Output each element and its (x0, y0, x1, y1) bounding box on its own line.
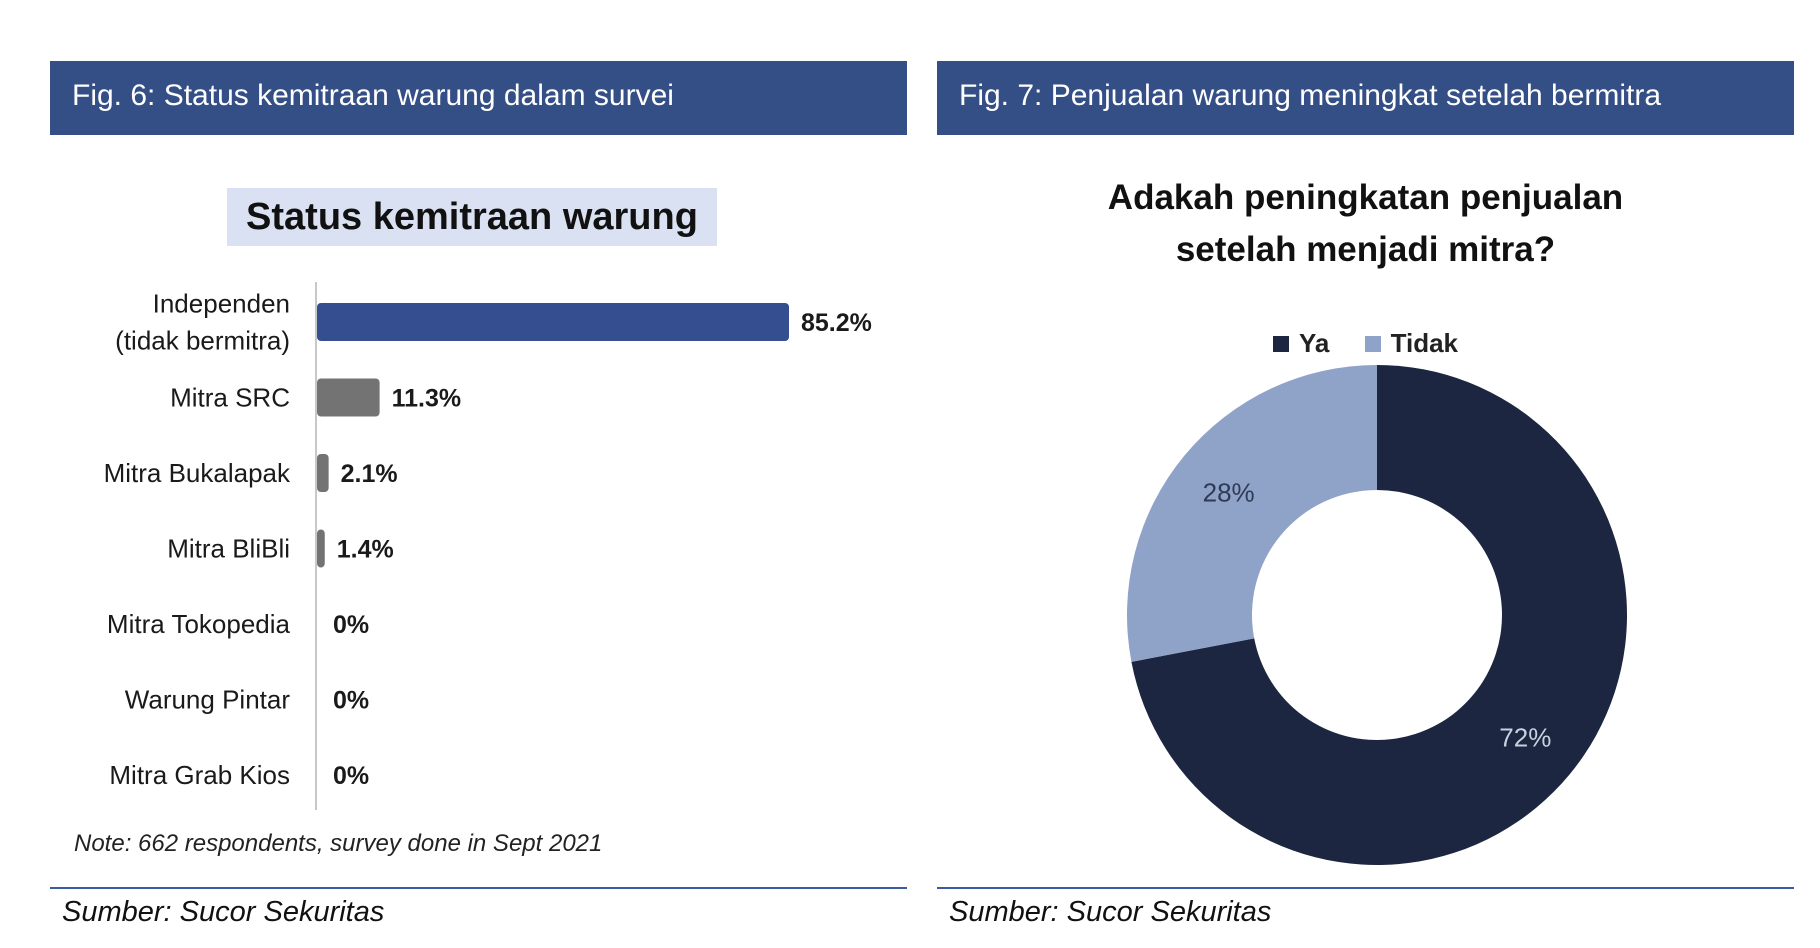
bar (317, 378, 380, 417)
bar-chart-svg: Independen (tidak bermitra) 85.2% Mitra SRC… (104, 282, 872, 810)
data-label: 85.2% (801, 309, 872, 337)
donut-data-label: 28% (1203, 477, 1255, 507)
legend-item-tidak: Tidak (1364, 328, 1459, 359)
category-label: Mitra BliBli (167, 534, 290, 564)
category-label: Warung Pintar (125, 685, 291, 715)
legend-label-tidak: Tidak (1390, 328, 1459, 358)
bar (317, 454, 329, 492)
donut-chart-title: Adakah peningkatan penjualan setelah men… (937, 172, 1794, 276)
donut-title-line-2: setelah menjadi mitra? (1175, 230, 1556, 269)
category-label: Mitra Tokopedia (107, 609, 291, 639)
fig7-panel: Fig. 7: Penjualan warung meningkat setel… (937, 0, 1794, 948)
fig6-source: Sumber: Sucor Sekuritas (62, 896, 385, 928)
legend-label-ya: Ya (1298, 328, 1330, 358)
donut-chart-svg: 72% 28% (1127, 365, 1627, 865)
fig6-header: Fig. 6: Status kemitraan warung dalam su… (50, 61, 907, 135)
bar-chart-title: Status kemitraan warung (227, 188, 717, 246)
data-label: 1.4% (337, 536, 394, 564)
bar-chart: Independen (tidak bermitra) 85.2% Mitra SRC… (50, 270, 907, 830)
donut-slice (1127, 365, 1377, 662)
category-label: Mitra Grab Kios (109, 760, 290, 790)
fig7-source: Sumber: Sucor Sekuritas (949, 896, 1272, 928)
donut-data-label: 72% (1499, 723, 1551, 753)
donut-slice (1131, 365, 1627, 865)
category-label: Mitra SRC (170, 383, 290, 413)
fig7-divider (937, 887, 1794, 889)
category-label: Mitra Bukalapak (104, 458, 291, 488)
data-label: 0% (333, 611, 369, 639)
donut-legend: Ya Tidak (937, 328, 1794, 359)
data-label: 0% (333, 762, 369, 790)
data-label: 11.3% (392, 385, 462, 413)
fig6-note: Note: 662 respondents, survey done in Se… (74, 830, 603, 857)
bar (317, 529, 325, 568)
donut-title-line-1: Adakah peningkatan penjualan (1107, 178, 1624, 217)
legend-swatch-ya (1272, 336, 1289, 352)
category-label: Independen (153, 289, 290, 319)
fig6-divider (50, 887, 907, 889)
legend-swatch-tidak (1364, 336, 1381, 352)
fig6-panel: Fig. 6: Status kemitraan warung dalam su… (50, 0, 907, 948)
category-label: (tidak bermitra) (115, 326, 290, 356)
fig7-header: Fig. 7: Penjualan warung meningkat setel… (937, 61, 1794, 135)
legend-item-ya: Ya (1272, 328, 1330, 359)
data-label: 0% (333, 687, 369, 715)
data-label: 2.1% (341, 460, 398, 488)
bar (317, 303, 789, 341)
donut-chart: Ya Tidak 72% 28% (937, 310, 1794, 870)
